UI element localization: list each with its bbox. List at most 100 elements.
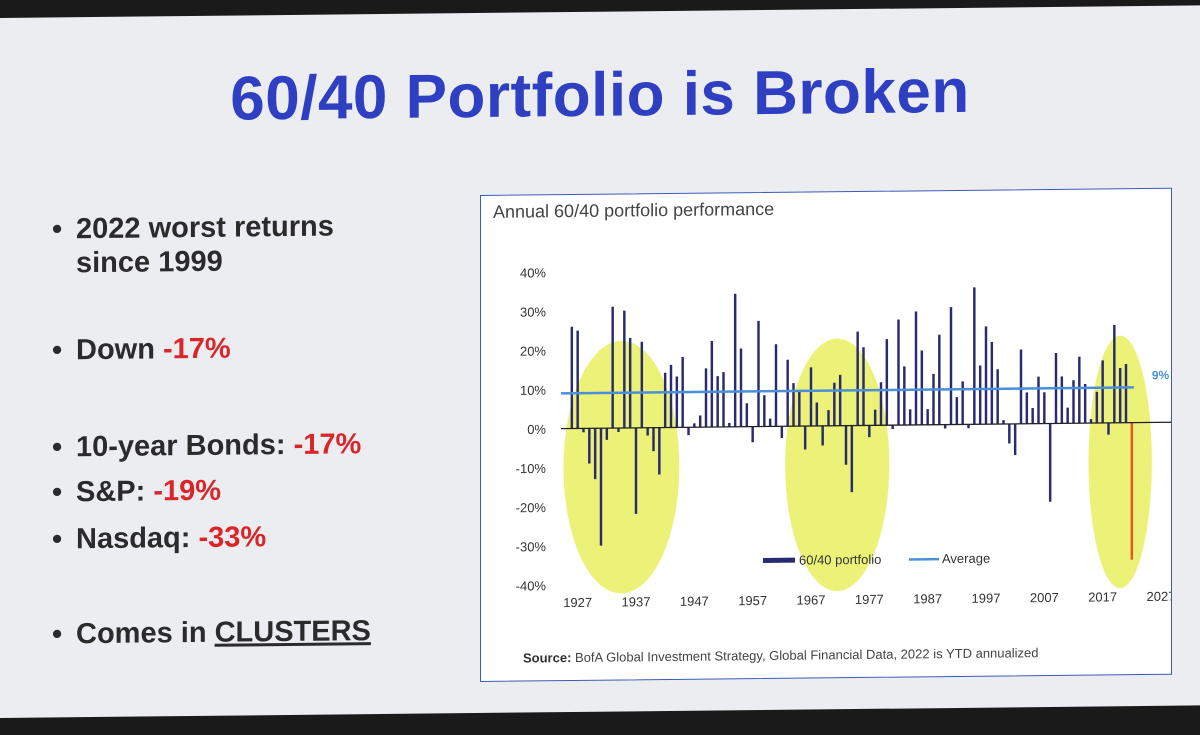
- bar: [914, 311, 918, 425]
- bullet-nasdaq: • Nasdaq: -33%: [52, 520, 266, 556]
- bar: [897, 319, 900, 426]
- bar: [973, 287, 976, 425]
- legend-label-average: Average: [942, 551, 990, 567]
- average-line: [561, 386, 1134, 395]
- chart-source: Source: BofA Global Investment Strategy,…: [523, 645, 1038, 665]
- bar: [1124, 364, 1128, 423]
- y-tick-label: -20%: [516, 500, 547, 515]
- bar: [605, 428, 609, 440]
- chart-panel: Annual 60/40 portfolio performance 40% 30…: [480, 187, 1172, 682]
- bar: [786, 359, 789, 427]
- bar: [733, 293, 737, 427]
- bar: [838, 374, 842, 426]
- bar: [833, 382, 836, 426]
- bar: [710, 340, 714, 428]
- bar: [640, 341, 644, 428]
- bar: [792, 383, 795, 427]
- x-tick-label: 2007: [1030, 590, 1059, 605]
- bar: [611, 306, 614, 429]
- x-tick-label: 1947: [680, 594, 709, 609]
- bullet-value: -33%: [198, 521, 267, 554]
- bar: [978, 365, 982, 425]
- bullet-underlined: CLUSTERS: [214, 615, 371, 649]
- bullet-text: Nasdaq:: [76, 521, 199, 556]
- bullet-text-cont: since 1999: [76, 245, 223, 280]
- bar: [774, 344, 778, 427]
- bullet-dot: •: [52, 618, 63, 651]
- bar: [967, 424, 970, 429]
- bar: [1118, 367, 1122, 423]
- x-tick-label: 2027: [1147, 589, 1171, 604]
- bullet-text: S&P:: [76, 475, 154, 509]
- legend-swatch-series: [763, 557, 795, 564]
- bullet-value: -19%: [153, 474, 222, 508]
- x-tick-label: 1937: [622, 594, 651, 609]
- chart-source-text: BofA Global Investment Strategy, Global …: [575, 645, 1039, 665]
- bar: [815, 402, 819, 426]
- bar: [955, 397, 959, 425]
- bar: [856, 331, 859, 426]
- bar: [827, 410, 830, 426]
- bar: [617, 428, 620, 432]
- bar: [1089, 419, 1093, 424]
- bar: [687, 427, 690, 436]
- bar: [1013, 423, 1017, 456]
- bar: [780, 426, 784, 439]
- bar: [949, 307, 953, 425]
- bar: [1107, 422, 1110, 435]
- bar: [943, 424, 947, 429]
- bar: [646, 427, 649, 436]
- zero-axis: [561, 421, 1171, 430]
- bullet-down: • Down -17%: [52, 332, 231, 368]
- bar: [961, 381, 964, 425]
- bar: [868, 425, 871, 438]
- bar: [599, 428, 603, 546]
- bar: [1066, 407, 1069, 424]
- bar: [693, 423, 696, 428]
- bar: [763, 395, 766, 427]
- chart-plot: 40% 30% 20% 10% 0% -10% -20% -30% -40% 1927 1937 19…: [516, 265, 1171, 610]
- bar: [938, 334, 941, 425]
- bullet-dot: •: [52, 476, 63, 509]
- bar: [768, 418, 772, 427]
- bar: [920, 350, 924, 425]
- bar: [1083, 383, 1087, 424]
- bar: [1019, 349, 1023, 424]
- bar: [757, 320, 760, 427]
- bar: [628, 337, 632, 428]
- highlight-cluster: [563, 340, 680, 594]
- y-tick-label: 0%: [527, 422, 546, 437]
- bar: [850, 425, 854, 493]
- bar: [704, 368, 708, 428]
- bar: [1043, 392, 1046, 424]
- y-tick-label: 20%: [520, 344, 546, 359]
- bullet-dot: •: [52, 431, 63, 464]
- bar: [885, 339, 889, 426]
- bar: [588, 428, 591, 464]
- bar: [926, 409, 929, 425]
- bar: [1008, 423, 1011, 444]
- bar: [891, 425, 894, 430]
- slide-title: 60/40 Portfolio is Broken: [230, 56, 970, 134]
- bar: [879, 382, 883, 426]
- bar: [1060, 376, 1064, 424]
- y-tick-label: 40%: [520, 265, 546, 280]
- bullet-text: 10-year Bonds:: [76, 428, 294, 464]
- x-tick-label: 1977: [855, 592, 884, 607]
- bar: [623, 310, 626, 428]
- bar: [675, 376, 679, 428]
- bar: [663, 372, 667, 428]
- bullet-value: -17%: [293, 428, 362, 461]
- bar: [582, 428, 585, 433]
- bar: [1025, 392, 1029, 424]
- bar: [739, 348, 743, 427]
- bullet-sp: • S&P: -19%: [52, 474, 221, 510]
- bar: [990, 341, 994, 425]
- x-tick-label: 1987: [913, 591, 942, 606]
- bar: [1031, 408, 1034, 424]
- bar: [908, 409, 912, 425]
- bar: [803, 426, 807, 450]
- y-tick-label: -10%: [516, 461, 547, 476]
- bar: [821, 425, 824, 446]
- highlight-cluster: [1088, 335, 1152, 589]
